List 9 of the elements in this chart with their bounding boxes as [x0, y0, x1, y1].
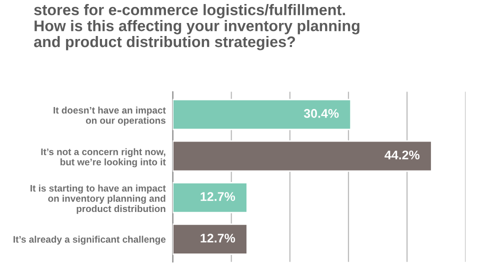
data-label: 12.7% — [200, 234, 236, 243]
chart-title: stores for e-commerce logistics/fulfillment. How is this affecting your inventory planning and product distribution strategies? — [34, 4, 360, 50]
y-tick-label: It’s already a significant challenge — [14, 236, 166, 245]
data-label: 30.4% — [304, 109, 339, 118]
data-label: 44.2% — [384, 150, 420, 160]
y-tick-label: It’s not a concern right now, but we’re looking into it — [41, 148, 166, 168]
data-label: 12.7% — [200, 192, 236, 201]
y-tick-label: It is starting to have an impact on inventory planning and product distribution — [30, 184, 166, 214]
y-tick-label: It doesn’t have an impact on our operations — [54, 106, 166, 126]
